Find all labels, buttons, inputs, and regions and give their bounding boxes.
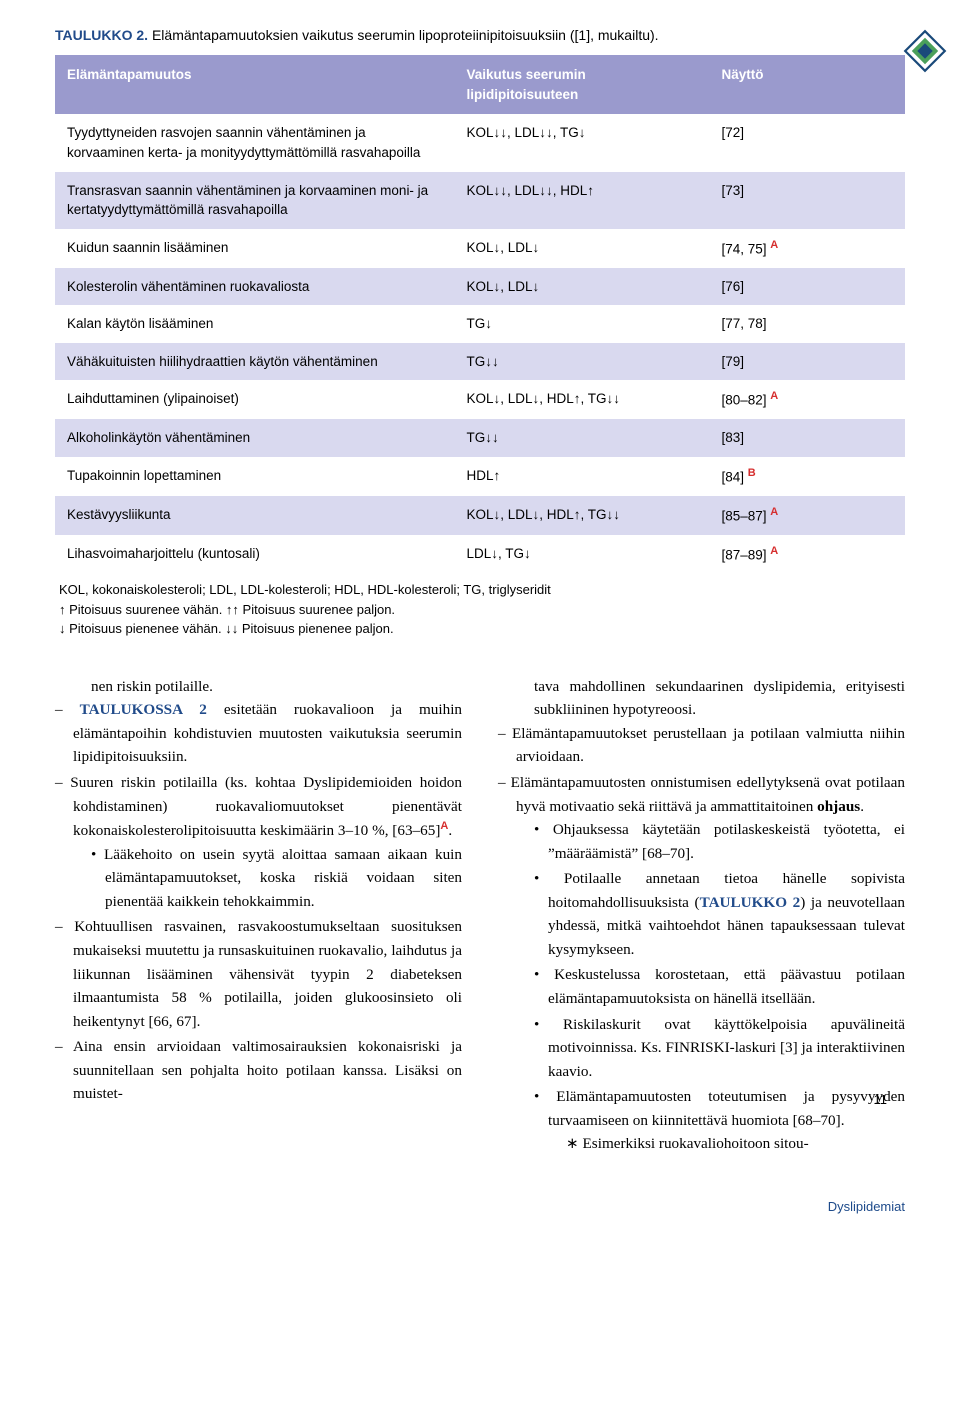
table-row: Kolesterolin vähentäminen ruokavaliostaK…: [55, 268, 905, 306]
body-columns: nen riskin potilaille. TAULUKOSSA 2 esit…: [55, 675, 905, 1158]
list-item: Elämäntapamuutosten onnistumisen edellyt…: [498, 771, 905, 1156]
table-head: Elämäntapamuutos Vaikutus seerumin lipid…: [55, 55, 905, 114]
list-item: Ohjauksessa käytetään potilaskeskeistä t…: [534, 818, 905, 865]
table-row: Tyydyttyneiden rasvojen saannin vähentäm…: [55, 114, 905, 171]
cell-change: Kolesterolin vähentäminen ruokavaliosta: [55, 268, 455, 306]
page-number: 11: [874, 1090, 888, 1110]
cell-change: Tyydyttyneiden rasvojen saannin vähentäm…: [55, 114, 455, 171]
cell-effect: KOL↓↓, LDL↓↓, HDL↑: [455, 172, 710, 229]
cell-evidence: [80–82] A: [710, 380, 906, 419]
lifestyle-table: Elämäntapamuutos Vaikutus seerumin lipid…: [55, 55, 905, 574]
list-item: Keskustelussa korostetaan, että päävastu…: [534, 963, 905, 1010]
list-item: Potilaalle annetaan tietoa hänelle sopiv…: [534, 867, 905, 961]
cell-evidence: [72]: [710, 114, 906, 171]
cell-evidence: [79]: [710, 343, 906, 381]
th-evidence: Näyttö: [710, 55, 906, 114]
cell-evidence: [76]: [710, 268, 906, 306]
th-change: Elämäntapamuutos: [55, 55, 455, 114]
table-body: Tyydyttyneiden rasvojen saannin vähentäm…: [55, 114, 905, 574]
cell-effect: LDL↓, TG↓: [455, 535, 710, 574]
cell-effect: KOL↓, LDL↓: [455, 268, 710, 306]
table-row: Alkoholinkäytön vähentäminenTG↓↓[83]: [55, 419, 905, 457]
cell-effect: TG↓↓: [455, 343, 710, 381]
cell-change: Kestävyysliikunta: [55, 496, 455, 535]
left-column: nen riskin potilaille. TAULUKOSSA 2 esit…: [55, 675, 462, 1158]
cell-evidence: [87–89] A: [710, 535, 906, 574]
cell-evidence: [85–87] A: [710, 496, 906, 535]
cell-effect: KOL↓, LDL↓, HDL↑, TG↓↓: [455, 380, 710, 419]
sublist: Lääkehoito on usein syytä aloittaa samaa…: [73, 843, 462, 914]
cell-change: Kalan käytön lisääminen: [55, 305, 455, 343]
table-footnote: KOL, kokonaiskolesteroli; LDL, LDL-koles…: [55, 574, 905, 639]
right-fragment: tava mahdollinen sekundaarinen dyslipide…: [498, 675, 905, 722]
table-label: TAULUKKO 2.: [55, 27, 148, 43]
cell-effect: KOL↓, LDL↓, HDL↑, TG↓↓: [455, 496, 710, 535]
table-row: Laihduttaminen (ylipainoiset)KOL↓, LDL↓,…: [55, 380, 905, 419]
list-item: Elämäntapamuutokset perustellaan ja poti…: [498, 722, 905, 769]
cell-change: Transrasvan saannin vähentäminen ja korv…: [55, 172, 455, 229]
list-item: Riskilaskurit ovat käyttökelpoisia apuvä…: [534, 1013, 905, 1084]
cell-evidence: [73]: [710, 172, 906, 229]
list-item: Aina ensin arvioidaan valtimosairauksien…: [55, 1035, 462, 1106]
table-row: Lihasvoimaharjoittelu (kuntosali)LDL↓, T…: [55, 535, 905, 574]
list-item: TAULUKOSSA 2 esitetään ruokavalioon ja m…: [55, 698, 462, 769]
cell-change: Laihduttaminen (ylipainoiset): [55, 380, 455, 419]
table-row: Tupakoinnin lopettaminenHDL↑[84] B: [55, 457, 905, 496]
table-row: Vähäkuituisten hiilihydraattien käytön v…: [55, 343, 905, 381]
left-list: TAULUKOSSA 2 esitetään ruokavalioon ja m…: [55, 698, 462, 1106]
cell-change: Alkoholinkäytön vähentäminen: [55, 419, 455, 457]
cell-evidence: [83]: [710, 419, 906, 457]
cell-change: Tupakoinnin lopettaminen: [55, 457, 455, 496]
table-row: Transrasvan saannin vähentäminen ja korv…: [55, 172, 905, 229]
cell-evidence: [77, 78]: [710, 305, 906, 343]
right-column: tava mahdollinen sekundaarinen dyslipide…: [498, 675, 905, 1158]
list-item: Elämäntapamuutosten toteutumisen ja pysy…: [534, 1085, 905, 1156]
table-row: Kalan käytön lisääminenTG↓[77, 78]: [55, 305, 905, 343]
cell-change: Vähäkuituisten hiilihydraattien käytön v…: [55, 343, 455, 381]
cell-change: Kuidun saannin lisääminen: [55, 229, 455, 268]
sublist: Ohjauksessa käytetään potilaskeskeistä t…: [516, 818, 905, 1156]
cell-evidence: [84] B: [710, 457, 906, 496]
cell-evidence: [74, 75] A: [710, 229, 906, 268]
cell-effect: KOL↓, LDL↓: [455, 229, 710, 268]
list-item: Esimerkiksi ruokavaliohoitoon sitou-: [566, 1132, 905, 1156]
table-row: Kuidun saannin lisääminenKOL↓, LDL↓[74, …: [55, 229, 905, 268]
list-item: Suuren riskin potilailla (ks. kohtaa Dys…: [55, 771, 462, 913]
cell-effect: KOL↓↓, LDL↓↓, TG↓: [455, 114, 710, 171]
document-logo-icon: [903, 29, 947, 73]
right-list: Elämäntapamuutokset perustellaan ja poti…: [498, 722, 905, 1156]
list-item: Lääkehoito on usein syytä aloittaa samaa…: [91, 843, 462, 914]
footer-title: Dyslipidemiat: [55, 1198, 905, 1217]
cell-effect: TG↓↓: [455, 419, 710, 457]
cell-change: Lihasvoimaharjoittelu (kuntosali): [55, 535, 455, 574]
table-row: KestävyysliikuntaKOL↓, LDL↓, HDL↑, TG↓↓[…: [55, 496, 905, 535]
table-caption-text: Elämäntapamuutoksien vaikutus seerumin l…: [148, 27, 658, 43]
sub-sublist: Esimerkiksi ruokavaliohoitoon sitou-: [548, 1132, 905, 1156]
left-fragment: nen riskin potilaille.: [55, 675, 462, 699]
table-caption: TAULUKKO 2. Elämäntapamuutoksien vaikutu…: [55, 25, 905, 45]
th-effect: Vaikutus seerumin lipidipitoisuuteen: [455, 55, 710, 114]
cell-effect: TG↓: [455, 305, 710, 343]
list-item: Kohtuullisen rasvainen, rasvakoostumukse…: [55, 915, 462, 1033]
cell-effect: HDL↑: [455, 457, 710, 496]
